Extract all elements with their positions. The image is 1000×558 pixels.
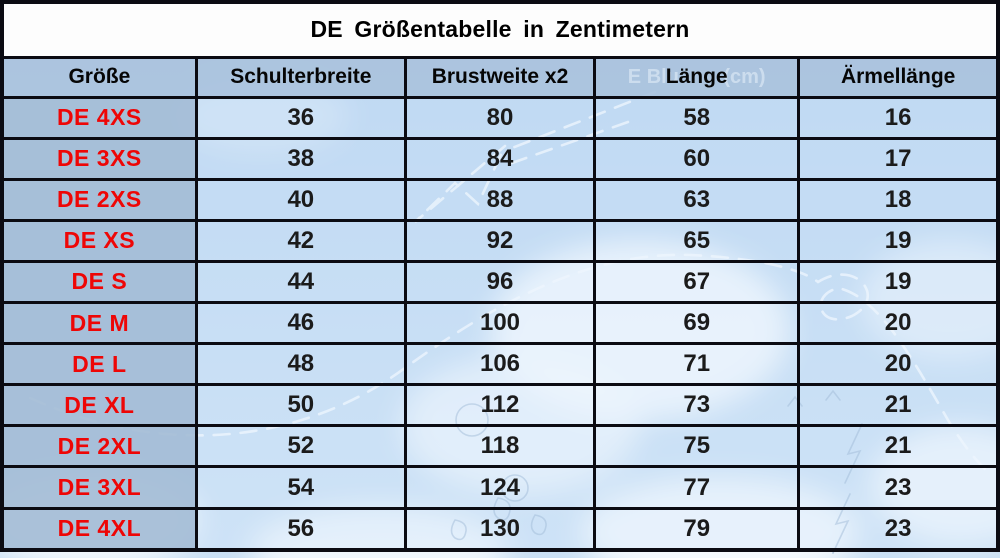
- measurement-value: 36: [194, 95, 407, 140]
- measurement-value: 60: [593, 136, 801, 181]
- measurement-value: 79: [593, 506, 801, 552]
- measurement-value: 92: [403, 218, 597, 263]
- header-row: Größe Schulterbreite Brustweite x2 E Blu…: [0, 55, 1000, 99]
- measurement-value: 77: [593, 465, 801, 510]
- size-label: DE S: [0, 259, 198, 305]
- measurement-value: 40: [194, 177, 407, 222]
- measurement-value: 38: [194, 136, 407, 181]
- table-row: DE 4XL 56 130 79 23: [0, 506, 1000, 552]
- size-label: DE L: [0, 342, 198, 387]
- table-row: DE 3XL 54 124 77 23: [0, 465, 1000, 510]
- table-row: DE M 46 100 69 20: [0, 301, 1000, 346]
- size-label: DE 4XL: [0, 506, 198, 552]
- measurement-value: 16: [797, 95, 1000, 140]
- column-header-groesse: Größe: [0, 55, 198, 99]
- measurement-value: 17: [797, 136, 1000, 181]
- measurement-value: 56: [194, 506, 407, 552]
- measurement-value: 21: [797, 424, 1000, 469]
- table-row: DE L 48 106 71 20: [0, 342, 1000, 387]
- size-label: DE M: [0, 301, 198, 346]
- measurement-value: 48: [194, 342, 407, 387]
- measurement-value: 100: [403, 301, 597, 346]
- table-row: DE XL 50 112 73 21: [0, 383, 1000, 428]
- size-label: DE 3XS: [0, 136, 198, 181]
- measurement-value: 124: [403, 465, 597, 510]
- measurement-value: 46: [194, 301, 407, 346]
- measurement-value: 88: [403, 177, 597, 222]
- measurement-value: 69: [593, 301, 801, 346]
- measurement-value: 54: [194, 465, 407, 510]
- column-header-laenge: E Blu (cm) Länge: [593, 55, 801, 99]
- column-header-label: Schulterbreite: [230, 65, 372, 88]
- measurement-value: 118: [403, 424, 597, 469]
- size-label: DE XS: [0, 218, 198, 263]
- measurement-value: 44: [194, 259, 407, 305]
- column-header-aermellaenge: Ärmellänge: [797, 55, 1000, 99]
- measurement-value: 96: [403, 259, 597, 305]
- measurement-value: 58: [593, 95, 801, 140]
- measurement-value: 80: [403, 95, 597, 140]
- table-row: DE 4XS 36 80 58 16: [0, 95, 1000, 140]
- column-header-brustweite: Brustweite x2: [403, 55, 597, 99]
- measurement-value: 19: [797, 259, 1000, 305]
- measurement-value: 21: [797, 383, 1000, 428]
- measurement-value: 112: [403, 383, 597, 428]
- measurement-value: 71: [593, 342, 801, 387]
- size-label: DE 2XS: [0, 177, 198, 222]
- table-row: DE S 44 96 67 19: [0, 259, 1000, 305]
- measurement-value: 23: [797, 506, 1000, 552]
- column-header-label: Ärmellänge: [840, 65, 956, 88]
- title-row: DE Größentabelle in Zentimetern: [0, 0, 1000, 59]
- table-row: DE 3XS 38 84 60 17: [0, 136, 1000, 181]
- size-label: DE 3XL: [0, 465, 198, 510]
- measurement-value: 65: [593, 218, 801, 263]
- measurement-value: 42: [194, 218, 407, 263]
- measurement-value: 84: [403, 136, 597, 181]
- table-row: DE 2XL 52 118 75 21: [0, 424, 1000, 469]
- table-row: DE 2XS 40 88 63 18: [0, 177, 1000, 222]
- measurement-value: 23: [797, 465, 1000, 510]
- measurement-value: 73: [593, 383, 801, 428]
- measurement-value: 63: [593, 177, 801, 222]
- table-title: DE Größentabelle in Zentimetern: [0, 0, 1000, 59]
- measurement-value: 106: [403, 342, 597, 387]
- column-header-label: Länge: [665, 65, 728, 88]
- measurement-value: 20: [797, 342, 1000, 387]
- table-row: DE XS 42 92 65 19: [0, 218, 1000, 263]
- measurement-value: 75: [593, 424, 801, 469]
- measurement-value: 130: [403, 506, 597, 552]
- column-header-label: Brustweite x2: [431, 65, 569, 88]
- size-label: DE 4XS: [0, 95, 198, 140]
- column-header-schulterbreite: Schulterbreite: [194, 55, 407, 99]
- measurement-value: 52: [194, 424, 407, 469]
- measurement-value: 20: [797, 301, 1000, 346]
- size-label: DE 2XL: [0, 424, 198, 469]
- measurement-value: 18: [797, 177, 1000, 222]
- measurement-value: 50: [194, 383, 407, 428]
- column-header-label: Größe: [68, 65, 131, 88]
- measurement-value: 19: [797, 218, 1000, 263]
- size-label: DE XL: [0, 383, 198, 428]
- size-table-body: DE 4XS 36 80 58 16 DE 3XS 38 84 60 17 DE 2XS 40 88 63…: [0, 95, 1000, 552]
- measurement-value: 67: [593, 259, 801, 305]
